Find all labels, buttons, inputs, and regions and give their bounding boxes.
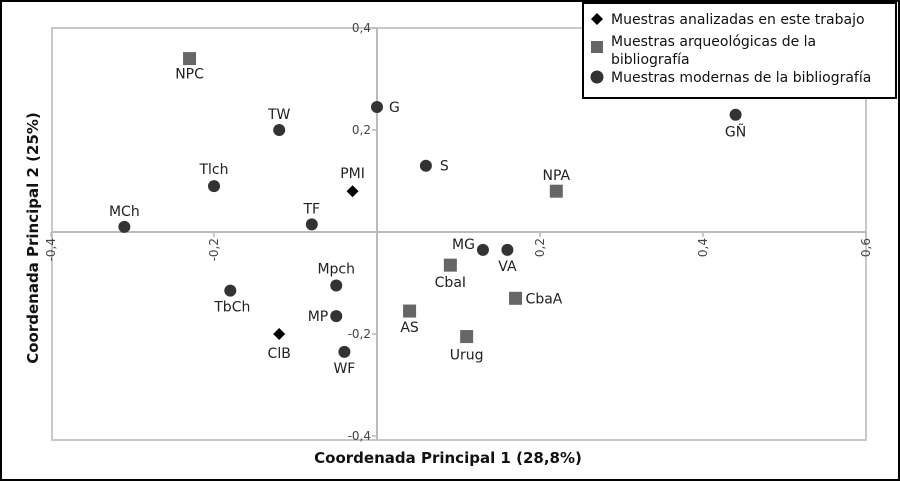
data-points xyxy=(118,52,742,358)
point-tf xyxy=(305,218,318,231)
label-npa: NPA xyxy=(542,168,570,184)
x-tick-label: -0,4 xyxy=(44,238,58,261)
label-pmi: PMI xyxy=(340,166,365,182)
point-urug xyxy=(460,330,474,344)
point-mpch xyxy=(330,279,343,292)
point-wf xyxy=(338,345,351,358)
label-wf: WF xyxy=(333,361,355,377)
point-pmi xyxy=(346,185,359,198)
legend-square-marker xyxy=(591,41,603,53)
y-tick-label: 0,4 xyxy=(352,21,371,35)
legend-circle-marker xyxy=(590,70,604,84)
y-tick-label: -0,4 xyxy=(348,429,371,443)
point-as xyxy=(403,304,417,318)
label-gñ: GÑ xyxy=(725,124,746,141)
x-tick-label: 0,2 xyxy=(533,238,547,257)
axes-layer xyxy=(52,28,866,440)
label-cbai: CbaI xyxy=(435,275,466,291)
x-tick-label: -0,2 xyxy=(207,238,221,261)
legend-entry-arqueologicas-line1: Muestras arqueológicas de la xyxy=(611,34,816,50)
tick-labels: -0,4 -0,2 0,2 0,4 0,6 0,4 0,2 -0,2 -0,4 xyxy=(44,21,873,443)
label-tlch: Tlch xyxy=(198,162,228,178)
label-mg: MG xyxy=(452,237,475,253)
y-axis-title: Coordenada Principal 2 (25%) xyxy=(24,112,42,364)
point-mg xyxy=(476,243,489,256)
label-clb: ClB xyxy=(268,346,291,362)
legend-box xyxy=(582,2,897,99)
label-tf: TF xyxy=(302,201,320,217)
x-axis-title: Coordenada Principal 1 (28,8%) xyxy=(314,449,582,467)
legend: Muestras analizadas en este trabajo Mues… xyxy=(582,2,897,99)
point-gñ xyxy=(729,108,742,121)
point-clb xyxy=(273,328,286,340)
point-s xyxy=(419,159,432,172)
point-npa xyxy=(549,184,563,198)
x-tick-label: 0,6 xyxy=(859,238,873,257)
legend-entry-modernas: Muestras modernas de la bibliografía xyxy=(611,70,871,86)
point-cbai xyxy=(443,258,457,272)
label-va: VA xyxy=(498,259,517,275)
y-tick-label: 0,2 xyxy=(352,123,371,137)
point-tw xyxy=(273,124,286,136)
point-npc xyxy=(183,52,197,66)
y-tick-label: -0,2 xyxy=(348,327,371,341)
label-urug: Urug xyxy=(450,348,484,364)
point-cbaa xyxy=(509,291,523,305)
point-labels: PMI ClB NPC NPA CbaI CbaA AS Urug G TW GÑ S Tlch TF MC… xyxy=(109,67,746,377)
legend-diamond-marker xyxy=(591,13,603,25)
legend-entry-analizadas: Muestras analizadas en este trabajo xyxy=(611,12,865,28)
point-mch xyxy=(118,220,131,233)
point-va xyxy=(501,243,514,256)
point-tlch xyxy=(208,180,220,193)
label-s: S xyxy=(440,159,449,175)
point-g xyxy=(371,101,383,114)
legend-entry-arqueologicas-line2: bibliografía xyxy=(611,52,690,68)
label-tw: TW xyxy=(267,107,291,123)
point-tbch xyxy=(224,284,237,297)
label-mp: MP xyxy=(308,309,329,325)
label-mpch: Mpch xyxy=(317,262,355,278)
point-mp xyxy=(330,310,343,323)
label-g: G xyxy=(389,100,400,116)
label-mch: MCh xyxy=(109,204,140,220)
x-tick-label: 0,4 xyxy=(696,238,710,257)
label-cbaa: CbaA xyxy=(526,291,563,307)
label-as: AS xyxy=(400,320,419,336)
label-tbch: TbCh xyxy=(213,300,250,316)
label-npc: NPC xyxy=(175,67,204,83)
